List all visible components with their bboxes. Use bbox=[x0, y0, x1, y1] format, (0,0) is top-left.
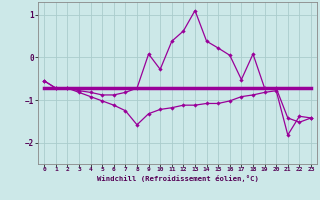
X-axis label: Windchill (Refroidissement éolien,°C): Windchill (Refroidissement éolien,°C) bbox=[97, 175, 259, 182]
